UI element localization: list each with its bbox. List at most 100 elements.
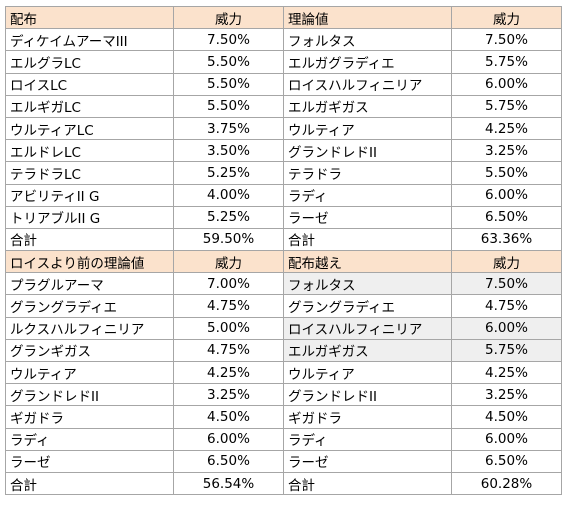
item-name-cell[interactable]: プラグルアーマ	[5, 272, 174, 296]
item-name-cell[interactable]: ウルティア	[283, 116, 452, 141]
item-name-cell[interactable]: ウルティアLC	[5, 116, 174, 141]
power-value-cell[interactable]: 6.00%	[173, 427, 284, 451]
item-name-cell[interactable]: トリアブルII G	[5, 205, 174, 229]
power-value-cell[interactable]: 6.00%	[451, 72, 562, 96]
item-name-cell[interactable]: グランドレドII	[283, 383, 452, 407]
power-value-cell[interactable]: 7.00%	[173, 272, 284, 296]
header-cell-title[interactable]: 配布	[5, 5, 174, 30]
total-value-cell[interactable]: 63.36%	[451, 227, 562, 252]
power-value-cell[interactable]: 6.00%	[451, 183, 562, 207]
table-row: テラドラLC 5.25% テラドラ 5.50%	[5, 161, 562, 185]
spreadsheet-grid: 配布 威力 理論値 威力 ディケイムアーマIII 7.50% フォルタス 7.50% エルグラL…	[5, 5, 562, 496]
item-name-cell[interactable]: テラドラLC	[5, 161, 174, 185]
header-cell-power[interactable]: 威力	[173, 5, 284, 30]
power-value-cell[interactable]: 5.50%	[173, 50, 284, 74]
item-name-cell[interactable]: ウルティア	[5, 360, 174, 385]
total-label-cell[interactable]: 合計	[283, 227, 452, 252]
power-value-cell[interactable]: 7.50%	[451, 28, 562, 52]
power-value-cell[interactable]: 6.00%	[451, 316, 562, 340]
item-name-cell[interactable]: グラングラディエ	[5, 294, 174, 318]
power-value-cell[interactable]: 3.50%	[173, 139, 284, 163]
table-row: ギガドラ 4.50% ギガドラ 4.50%	[5, 405, 562, 429]
power-value-cell[interactable]: 3.75%	[173, 116, 284, 141]
header-cell-power[interactable]: 威力	[451, 5, 562, 30]
item-name-cell[interactable]: エルギガLC	[5, 94, 174, 118]
top-total-row: 合計 59.50% 合計 63.36%	[5, 227, 562, 252]
item-name-cell[interactable]: グランギガス	[5, 338, 174, 363]
item-name-cell[interactable]: ルクスハルフィニリア	[5, 316, 174, 340]
table-row: グランギガス 4.75% エルガギガス 5.75%	[5, 338, 562, 363]
item-name-cell[interactable]: グランドレドII	[5, 383, 174, 407]
item-name-cell[interactable]: ラディ	[5, 427, 174, 451]
item-name-cell[interactable]: エルガグラディエ	[283, 50, 452, 74]
power-value-cell[interactable]: 6.00%	[451, 427, 562, 451]
power-value-cell[interactable]: 4.75%	[173, 294, 284, 318]
total-value-cell[interactable]: 60.28%	[451, 471, 562, 496]
power-value-cell[interactable]: 4.00%	[173, 183, 284, 207]
power-value-cell[interactable]: 4.50%	[173, 405, 284, 429]
header-cell-power[interactable]: 威力	[451, 250, 562, 274]
power-value-cell[interactable]: 5.25%	[173, 205, 284, 229]
power-value-cell[interactable]: 5.50%	[173, 94, 284, 118]
table-row: ウルティアLC 3.75% ウルティア 4.25%	[5, 116, 562, 141]
table-row: ロイスLC 5.50% ロイスハルフィニリア 6.00%	[5, 72, 562, 96]
item-name-cell[interactable]: ギガドラ	[283, 405, 452, 429]
power-value-cell[interactable]: 6.50%	[173, 449, 284, 473]
item-name-cell[interactable]: エルグラLC	[5, 50, 174, 74]
power-value-cell[interactable]: 4.50%	[451, 405, 562, 429]
table-row: ラーゼ 6.50% ラーゼ 6.50%	[5, 449, 562, 473]
item-name-cell[interactable]: ロイスハルフィニリア	[283, 72, 452, 96]
power-value-cell[interactable]: 5.50%	[451, 161, 562, 185]
item-name-cell[interactable]: ディケイムアーマIII	[5, 28, 174, 52]
item-name-cell[interactable]: ロイスハルフィニリア	[283, 316, 452, 340]
item-name-cell[interactable]: グラングラディエ	[283, 294, 452, 318]
item-name-cell[interactable]: ラディ	[283, 183, 452, 207]
item-name-cell[interactable]: ラーゼ	[283, 449, 452, 473]
item-name-cell[interactable]: ラーゼ	[283, 205, 452, 229]
total-value-cell[interactable]: 56.54%	[173, 471, 284, 496]
power-value-cell[interactable]: 4.25%	[451, 360, 562, 385]
item-name-cell[interactable]: テラドラ	[283, 161, 452, 185]
item-name-cell[interactable]: フォルタス	[283, 28, 452, 52]
table-row: アビリティII G 4.00% ラディ 6.00%	[5, 183, 562, 207]
item-name-cell[interactable]: ラーゼ	[5, 449, 174, 473]
total-label-cell[interactable]: 合計	[283, 471, 452, 496]
total-value-cell[interactable]: 59.50%	[173, 227, 284, 252]
power-value-cell[interactable]: 3.25%	[173, 383, 284, 407]
item-name-cell[interactable]: エルガギガス	[283, 338, 452, 363]
item-name-cell[interactable]: ギガドラ	[5, 405, 174, 429]
power-value-cell[interactable]: 4.25%	[451, 116, 562, 141]
item-name-cell[interactable]: ウルティア	[283, 360, 452, 385]
power-value-cell[interactable]: 6.50%	[451, 449, 562, 473]
power-value-cell[interactable]: 5.00%	[173, 316, 284, 340]
power-value-cell[interactable]: 7.50%	[451, 272, 562, 296]
header-cell-title[interactable]: 理論値	[283, 5, 452, 30]
power-value-cell[interactable]: 4.75%	[173, 338, 284, 363]
item-name-cell[interactable]: エルガギガス	[283, 94, 452, 118]
power-value-cell[interactable]: 4.75%	[451, 294, 562, 318]
total-label-cell[interactable]: 合計	[5, 227, 174, 252]
power-value-cell[interactable]: 5.75%	[451, 50, 562, 74]
item-name-cell[interactable]: グランドレドII	[283, 139, 452, 163]
header-cell-power[interactable]: 威力	[173, 250, 284, 274]
power-value-cell[interactable]: 3.25%	[451, 139, 562, 163]
header-cell-title[interactable]: ロイスより前の理論値	[5, 250, 174, 274]
table-row: ルクスハルフィニリア 5.00% ロイスハルフィニリア 6.00%	[5, 316, 562, 340]
power-value-cell[interactable]: 5.25%	[173, 161, 284, 185]
power-value-cell[interactable]: 3.25%	[451, 383, 562, 407]
header-cell-title[interactable]: 配布越え	[283, 250, 452, 274]
power-value-cell[interactable]: 5.50%	[173, 72, 284, 96]
table-row: プラグルアーマ 7.00% フォルタス 7.50%	[5, 272, 562, 296]
item-name-cell[interactable]: フォルタス	[283, 272, 452, 296]
item-name-cell[interactable]: アビリティII G	[5, 183, 174, 207]
total-label-cell[interactable]: 合計	[5, 471, 174, 496]
power-value-cell[interactable]: 7.50%	[173, 28, 284, 52]
item-name-cell[interactable]: ロイスLC	[5, 72, 174, 96]
power-value-cell[interactable]: 6.50%	[451, 205, 562, 229]
item-name-cell[interactable]: ラディ	[283, 427, 452, 451]
power-value-cell[interactable]: 5.75%	[451, 338, 562, 363]
power-value-cell[interactable]: 4.25%	[173, 360, 284, 385]
item-name-cell[interactable]: エルドレLC	[5, 139, 174, 163]
power-value-cell[interactable]: 5.75%	[451, 94, 562, 118]
table-row: ラディ 6.00% ラディ 6.00%	[5, 427, 562, 451]
